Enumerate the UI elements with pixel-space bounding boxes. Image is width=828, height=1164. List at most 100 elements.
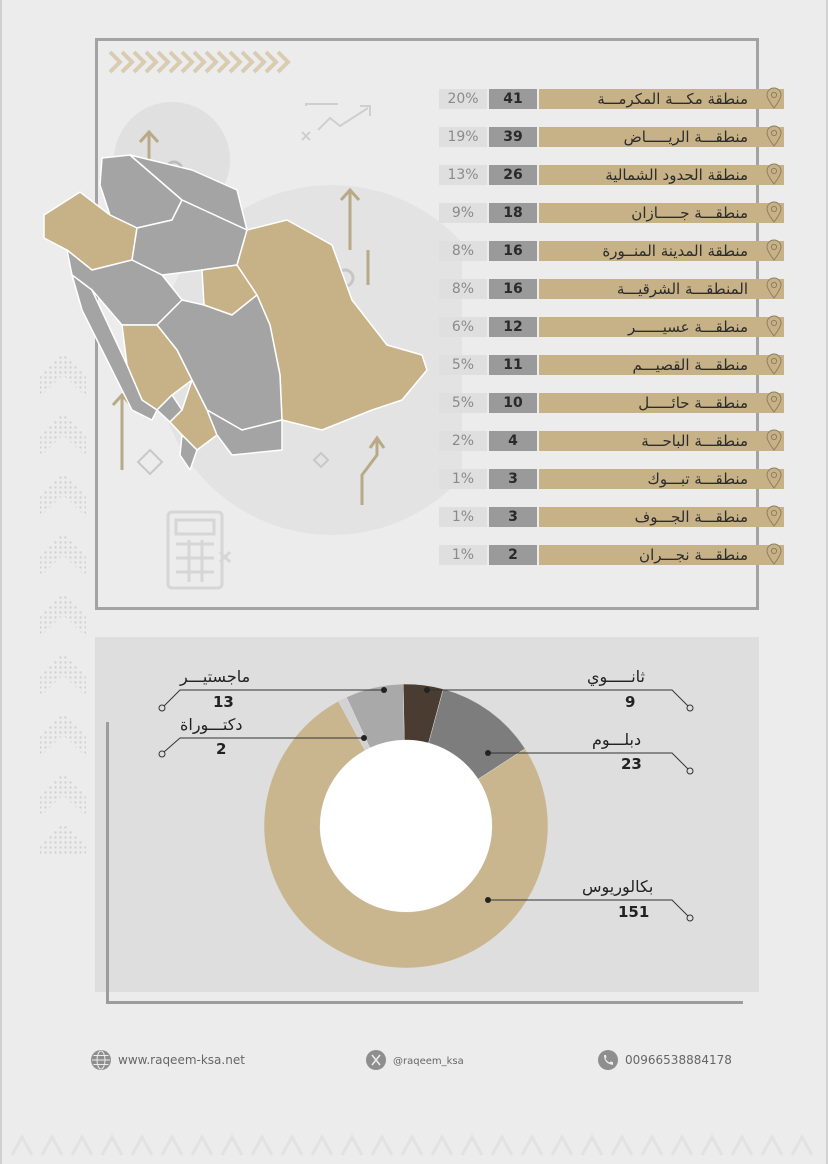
region-count: 3	[489, 507, 537, 527]
location-pin-icon	[766, 391, 782, 413]
callout-lines	[158, 687, 694, 922]
region-count: 41	[489, 89, 537, 109]
region-row: 5% 10 منطقـــة حائـــــل	[438, 390, 788, 414]
footer: www.raqeem-ksa.net @raqeem_ksa 009665388…	[2, 1040, 828, 1080]
region-row: 8% 16 المنطقـــة الشرقيـــة	[438, 276, 788, 300]
region-row: 13% 26 منطقة الحدود الشمالية	[438, 162, 788, 186]
region-count: 16	[489, 279, 537, 299]
x-twitter-icon	[366, 1050, 386, 1070]
region-row: 1% 2 منطقـــة نجـــران	[438, 542, 788, 566]
region-count: 39	[489, 127, 537, 147]
map-region-najran	[206, 409, 283, 456]
region-count: 4	[489, 431, 537, 451]
donut-hole	[320, 740, 492, 912]
growth-chart-icon	[301, 103, 371, 141]
bachelor-label: بكالوريوس	[582, 877, 654, 896]
region-name: المنطقـــة الشرقيـــة	[539, 279, 784, 299]
phone-text: 00966538884178	[625, 1053, 732, 1067]
region-count: 26	[489, 165, 537, 185]
map-region-west-coast	[71, 274, 158, 421]
region-percent: 13%	[439, 165, 487, 185]
location-pin-icon	[766, 201, 782, 223]
region-percent: 19%	[439, 127, 487, 147]
globe-icon	[91, 1050, 111, 1070]
region-name: منطقـــة القصيـــم	[539, 355, 784, 375]
region-row: 2% 4 منطقـــة الباحـــة	[438, 428, 788, 452]
region-count: 3	[489, 469, 537, 489]
phone-link[interactable]: 00966538884178	[597, 1048, 732, 1072]
region-percent: 5%	[439, 355, 487, 375]
region-name: منطقـــة حائـــــل	[539, 393, 784, 413]
region-percent: 1%	[439, 507, 487, 527]
region-count: 16	[489, 241, 537, 261]
diploma-label: دبلـــوم	[592, 730, 642, 749]
region-row: 9% 18 منطقـــة جـــــازان	[438, 200, 788, 224]
calculator-icon	[166, 510, 232, 590]
masters-value: 13	[213, 693, 234, 711]
diploma-value: 23	[621, 755, 642, 773]
region-count: 12	[489, 317, 537, 337]
region-percent: 20%	[439, 89, 487, 109]
region-row: 1% 3 منطقـــة تبـــوك	[438, 466, 788, 490]
map-region-northern-borders	[129, 154, 248, 231]
location-pin-icon	[766, 543, 782, 565]
region-percent: 8%	[439, 241, 487, 261]
location-pin-icon	[766, 239, 782, 261]
region-row: 20% 41 منطقة مكـــة المكرمـــة	[438, 86, 788, 110]
region-count: 10	[489, 393, 537, 413]
chevron-decoration-icon	[108, 50, 291, 74]
region-row: 5% 11 منطقـــة القصيـــم	[438, 352, 788, 376]
location-pin-icon	[766, 87, 782, 109]
region-name: منطقـــة الجـــوف	[539, 507, 784, 527]
region-count: 11	[489, 355, 537, 375]
region-row: 6% 12 منطقـــة عسيــــــر	[438, 314, 788, 338]
region-percent: 5%	[439, 393, 487, 413]
region-count: 2	[489, 545, 537, 565]
bottom-pattern-decoration	[10, 1133, 814, 1156]
masters-label: ماجستيـــر	[180, 667, 251, 686]
location-pin-icon	[766, 467, 782, 489]
dotted-pattern-decoration	[40, 353, 86, 855]
region-name: منطقة الحدود الشمالية	[539, 165, 784, 185]
secondary-label: ثانـــــوي	[587, 667, 646, 686]
region-percent: 1%	[439, 469, 487, 489]
region-percent: 8%	[439, 279, 487, 299]
region-name: منطقـــة عسيــــــر	[539, 317, 784, 337]
region-row: 19% 39 منطقـــة الريـــــاض	[438, 124, 788, 148]
bachelor-value: 151	[618, 903, 650, 921]
secondary-value: 9	[625, 693, 636, 711]
map-region-jazan	[179, 434, 198, 471]
region-percent: 1%	[439, 545, 487, 565]
doctorate-label: دكتـــوراة	[180, 715, 243, 734]
region-name: منطقـــة الباحـــة	[539, 431, 784, 451]
location-pin-icon	[766, 315, 782, 337]
location-pin-icon	[766, 163, 782, 185]
region-name: منطقة المدينة المنــورة	[539, 241, 784, 261]
panel-bracket-decoration	[106, 722, 743, 1004]
location-pin-icon	[766, 125, 782, 147]
location-pin-icon	[766, 353, 782, 375]
region-percent: 2%	[439, 431, 487, 451]
doctorate-value: 2	[216, 740, 227, 758]
region-name: منطقـــة الريـــــاض	[539, 127, 784, 147]
region-percent: 6%	[439, 317, 487, 337]
region-row: 1% 3 منطقـــة الجـــوف	[438, 504, 788, 528]
website-text: www.raqeem-ksa.net	[118, 1053, 245, 1067]
twitter-text: @raqeem_ksa	[393, 1056, 464, 1067]
saudi-regions-map	[43, 154, 428, 471]
region-count: 18	[489, 203, 537, 223]
region-name: منطقـــة جـــــازان	[539, 203, 784, 223]
region-name: منطقـــة تبـــوك	[539, 469, 784, 489]
phone-icon	[598, 1050, 618, 1070]
region-row: 8% 16 منطقة المدينة المنــورة	[438, 238, 788, 262]
location-pin-icon	[766, 505, 782, 527]
region-percent: 9%	[439, 203, 487, 223]
location-pin-icon	[766, 429, 782, 451]
location-pin-icon	[766, 277, 782, 299]
region-name: منطقـــة نجـــران	[539, 545, 784, 565]
education-donut-chart	[263, 683, 549, 969]
website-link[interactable]: www.raqeem-ksa.net	[90, 1048, 245, 1072]
region-name: منطقة مكـــة المكرمـــة	[539, 89, 784, 109]
twitter-link[interactable]: @raqeem_ksa	[365, 1048, 464, 1072]
